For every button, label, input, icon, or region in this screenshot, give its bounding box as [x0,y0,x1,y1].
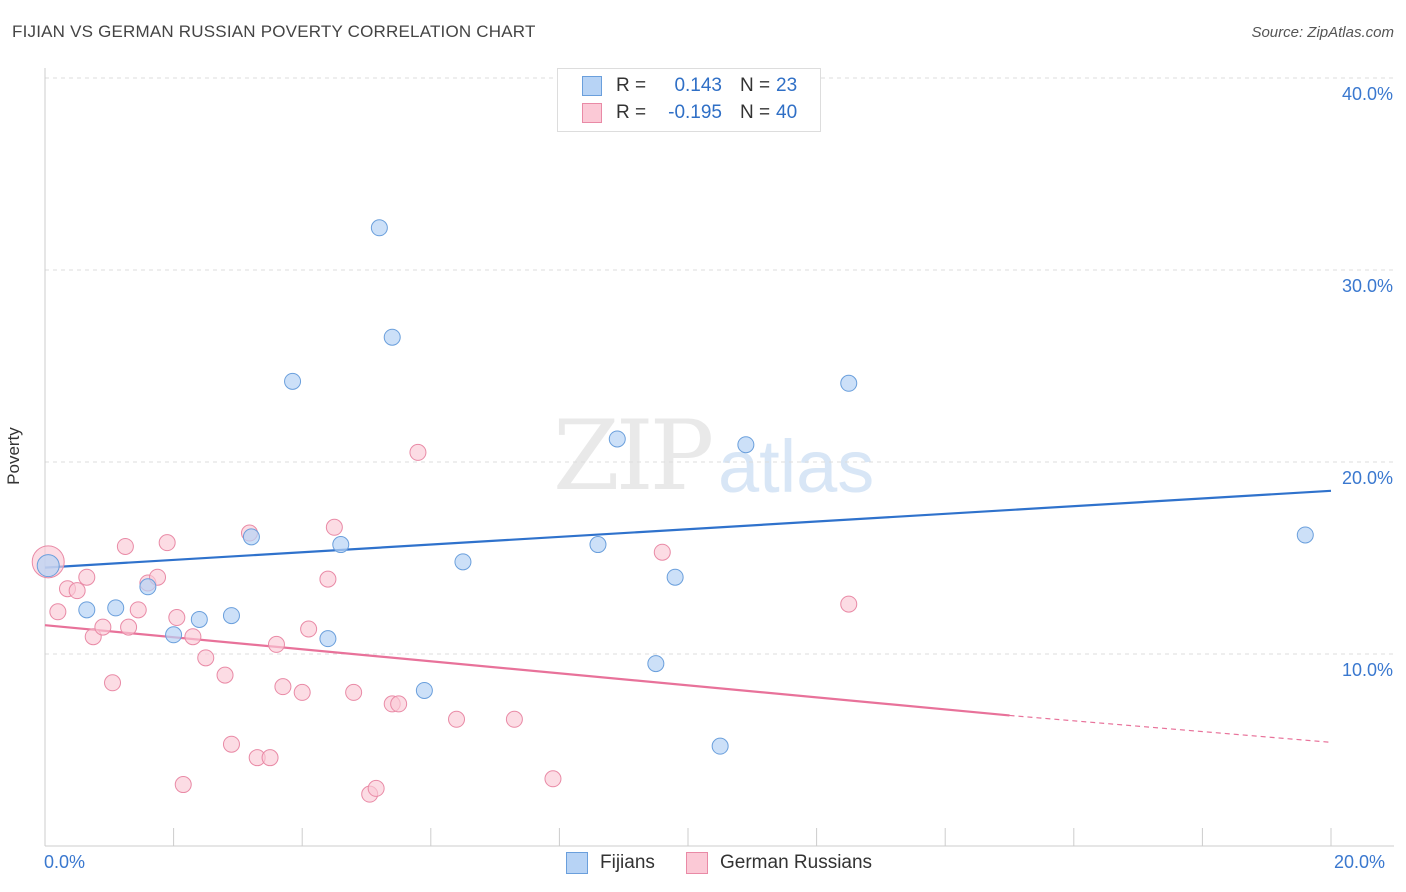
trend-lines [44,489,1332,743]
point-german-russians [184,628,202,646]
point-german-russians [216,666,234,684]
point-german-russians [325,518,343,536]
point-german-russians [653,543,671,561]
point-german-russians [78,568,96,586]
point-german-russians [267,635,285,653]
point-german-russians [300,620,318,638]
x-tick-label-max: 20.0% [1334,852,1386,872]
point-fijians [332,536,350,554]
point-fijians [1296,526,1314,544]
point-german-russians [409,443,427,461]
point-german-russians [293,683,311,701]
point-german-russians [116,537,134,555]
point-fijians [284,372,302,390]
point-german-russians [345,683,363,701]
point-fijians [242,528,260,546]
point-german-russians [49,603,67,621]
point-fijians [737,436,755,454]
r-value: 0.143 [674,75,722,96]
axes [44,68,1394,847]
german-russians-swatch [686,852,708,874]
fijians-swatch [566,852,588,874]
y-tick-label: 20.0% [1341,468,1393,488]
watermark-zip: ZIP [553,400,714,512]
r-value: -0.195 [668,102,722,123]
r-label: R = [616,102,647,123]
point-german-russians [174,776,192,794]
legend-row-fijians: R = 0.143 N = 23 [582,74,797,98]
point-german-russians [94,618,112,636]
trend-line-german-russians-extension [1009,714,1332,743]
legend-item-german-russians[interactable]: German Russians [686,852,872,874]
point-fijians [139,578,157,596]
point-german-russians [261,749,279,767]
legend-label-fijians: Fijians [600,852,655,873]
legend-item-fijians[interactable]: Fijians [566,852,655,874]
x-tick-label-min: 0.0% [44,852,86,872]
n-value: 23 [776,75,798,96]
y-tick-label: 40.0% [1341,84,1393,104]
point-fijians [383,328,401,346]
point-german-russians [544,770,562,788]
point-fijians [711,737,729,755]
point-fijians [319,630,337,648]
r-label: R = [616,75,647,96]
n-label: N = [740,102,771,123]
y-tick-label: 10.0% [1341,660,1393,680]
point-fijians [647,655,665,673]
trend-line-fijians [44,489,1332,569]
point-german-russians [367,779,385,797]
data-points [31,219,1314,803]
point-fijians [415,681,433,699]
point-german-russians [274,678,292,696]
point-fijians [454,553,472,571]
series-legend: Fijians German Russians [0,852,1406,878]
chart-title: FIJIAN VS GERMAN RUSSIAN POVERTY CORRELA… [12,22,536,41]
point-fijians [190,610,208,628]
point-german-russians [197,649,215,667]
point-fijians [107,599,125,617]
n-label: N = [740,75,771,96]
point-fijians [165,626,183,644]
fijians-swatch [582,76,602,96]
point-fijians [666,568,684,586]
point-german-russians [222,735,240,753]
point-german-russians [68,582,86,600]
point-fijians [78,601,96,619]
point-fijians [370,219,388,237]
point-german-russians [158,534,176,552]
point-german-russians [104,674,122,692]
point-german-russians [129,601,147,619]
grid-lines [45,77,1394,655]
point-fijians [222,607,240,625]
n-value: 40 [776,102,798,123]
legend-row-german-russians: R = -0.195 N = 40 [582,101,797,125]
legend-label-german-russians: German Russians [720,852,873,873]
trend-line-german-russians [44,624,1010,717]
point-fijians [608,430,626,448]
german-russians-swatch [582,103,602,123]
source-label: Source: ZipAtlas.com [1251,24,1394,41]
point-fijians [36,554,60,578]
point-german-russians [120,618,138,636]
point-german-russians [505,710,523,728]
point-german-russians [319,570,337,588]
point-german-russians [840,595,858,613]
point-german-russians [168,609,186,627]
point-german-russians [448,710,466,728]
y-axis-label: Poverty [4,427,23,485]
point-fijians [840,374,858,392]
correlation-legend: R = 0.143 N = 23 R = -0.195 N = 40 [557,68,821,132]
point-german-russians [390,695,408,713]
point-fijians [589,536,607,554]
y-tick-label: 30.0% [1341,276,1393,296]
